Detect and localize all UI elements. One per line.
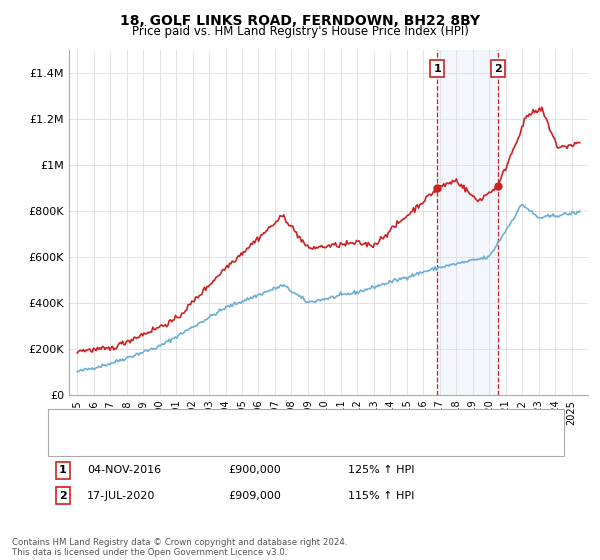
Text: ─────: ───── <box>63 438 101 451</box>
Text: ─────: ───── <box>63 416 101 428</box>
Text: £900,000: £900,000 <box>228 465 281 475</box>
Text: Price paid vs. HM Land Registry's House Price Index (HPI): Price paid vs. HM Land Registry's House … <box>131 25 469 38</box>
Text: 125% ↑ HPI: 125% ↑ HPI <box>348 465 415 475</box>
Text: HPI: Average price, detached house, Dorset: HPI: Average price, detached house, Dors… <box>99 440 326 450</box>
Text: 2: 2 <box>59 491 67 501</box>
Text: 18, GOLF LINKS ROAD, FERNDOWN, BH22 8BY (detached house): 18, GOLF LINKS ROAD, FERNDOWN, BH22 8BY … <box>99 417 434 427</box>
Text: £909,000: £909,000 <box>228 491 281 501</box>
Text: 04-NOV-2016: 04-NOV-2016 <box>87 465 161 475</box>
Text: 115% ↑ HPI: 115% ↑ HPI <box>348 491 415 501</box>
Bar <box>437 50 498 395</box>
Text: 1: 1 <box>59 465 67 475</box>
Text: 17-JUL-2020: 17-JUL-2020 <box>87 491 155 501</box>
Text: 2: 2 <box>494 64 502 74</box>
Text: 1: 1 <box>433 64 441 74</box>
Text: 18, GOLF LINKS ROAD, FERNDOWN, BH22 8BY: 18, GOLF LINKS ROAD, FERNDOWN, BH22 8BY <box>120 14 480 28</box>
Text: Contains HM Land Registry data © Crown copyright and database right 2024.
This d: Contains HM Land Registry data © Crown c… <box>12 538 347 557</box>
